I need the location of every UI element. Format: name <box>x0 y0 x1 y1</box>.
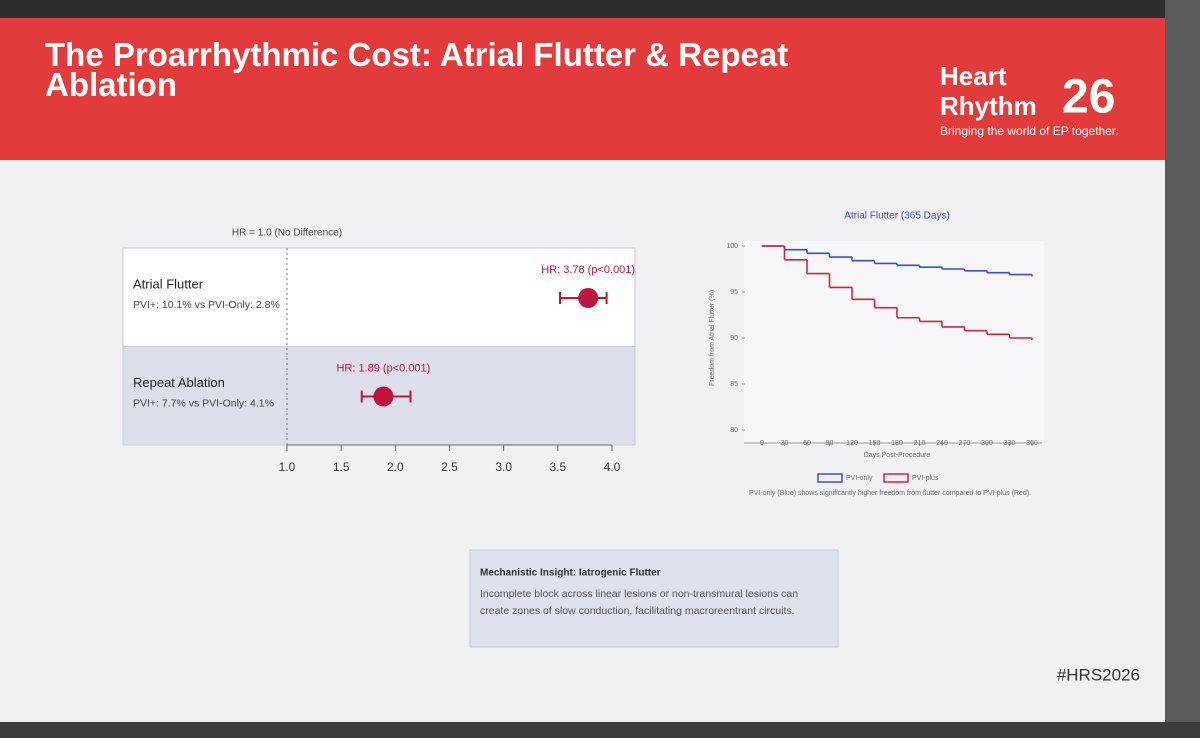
x-tick-label: 180 <box>891 440 903 447</box>
row-subtitle: PVI+: 10.1% vs PVI-Only: 2.8% <box>133 299 280 311</box>
hashtag: #HRS2026 <box>1057 665 1140 684</box>
logo-line2: Rhythm <box>940 91 1037 121</box>
legend-label: PVI-only <box>846 475 873 482</box>
insight-body: Incomplete block across linear lesions o… <box>480 588 799 617</box>
chart-title: Atrial Flutter (365 Days) <box>844 211 950 222</box>
x-tick-label: 240 <box>936 440 948 447</box>
forest-row <box>122 247 636 347</box>
logo-tagline: Bringing the world of EP together. <box>940 124 1119 138</box>
x-tick-label: 330 <box>1004 440 1016 447</box>
x-tick-label: 3.5 <box>549 460 566 474</box>
plot-area <box>744 241 1044 445</box>
y-tick-label: 100 <box>726 243 738 250</box>
insight-title: Mechanistic Insight: Iatrogenic Flutter <box>480 568 661 579</box>
x-tick-label: 210 <box>914 440 926 447</box>
x-tick-label: 1.5 <box>333 460 350 474</box>
logo-number: 26 <box>1062 71 1115 124</box>
x-tick-label: 300 <box>981 440 993 447</box>
x-tick-label: 3.0 <box>495 460 512 474</box>
wall-right <box>1165 0 1200 738</box>
insight-box <box>469 549 839 648</box>
header-band <box>0 18 1165 160</box>
x-tick-label: 1.0 <box>279 460 296 474</box>
legend-label: PVI-plus <box>912 475 939 482</box>
x-tick-label: 360 <box>1026 440 1038 447</box>
wall-top <box>0 0 1200 20</box>
logo-line1: Heart <box>940 61 1007 91</box>
hr-point <box>578 288 599 308</box>
x-axis-label: Days Post-Procedure <box>864 452 931 459</box>
value-label: HR: 1.89 (p<0.001) <box>336 362 430 374</box>
x-tick-label: 60 <box>803 440 811 447</box>
y-tick-label: 80 <box>730 427 738 434</box>
x-tick-label: 150 <box>869 440 881 447</box>
legend-swatch <box>883 473 909 483</box>
x-tick-label: 120 <box>846 440 858 447</box>
x-tick-label: 4.0 <box>604 460 621 474</box>
legend-swatch <box>817 473 843 483</box>
reference-annotation: HR = 1.0 (No Difference) <box>232 228 342 239</box>
row-subtitle: PVI+: 7.7% vs PVI-Only: 4.1% <box>133 397 274 409</box>
slide-title: The Proarrhythmic Cost: Atrial Flutter &… <box>45 36 789 103</box>
y-tick-label: 95 <box>730 289 738 296</box>
x-tick-label: 0 <box>760 440 764 447</box>
x-tick-label: 270 <box>959 440 971 447</box>
value-label: HR: 3.78 (p<0.001) <box>541 264 635 276</box>
x-tick-label: 90 <box>826 440 834 447</box>
x-tick-label: 2.5 <box>441 460 458 474</box>
y-axis-label: Freedom from Atrial Flutter (%) <box>709 290 716 386</box>
wall-bottom <box>0 722 1200 738</box>
hr-point <box>373 386 394 407</box>
x-tick-label: 30 <box>781 440 789 447</box>
caption: PVI-only (Blue) shows significantly high… <box>749 490 1031 497</box>
y-tick-label: 85 <box>730 381 738 388</box>
x-tick-label: 2.0 <box>387 460 404 474</box>
y-tick-label: 90 <box>730 335 738 342</box>
row-label: Repeat Ablation <box>133 375 225 390</box>
row-label: Atrial Flutter <box>133 276 204 291</box>
